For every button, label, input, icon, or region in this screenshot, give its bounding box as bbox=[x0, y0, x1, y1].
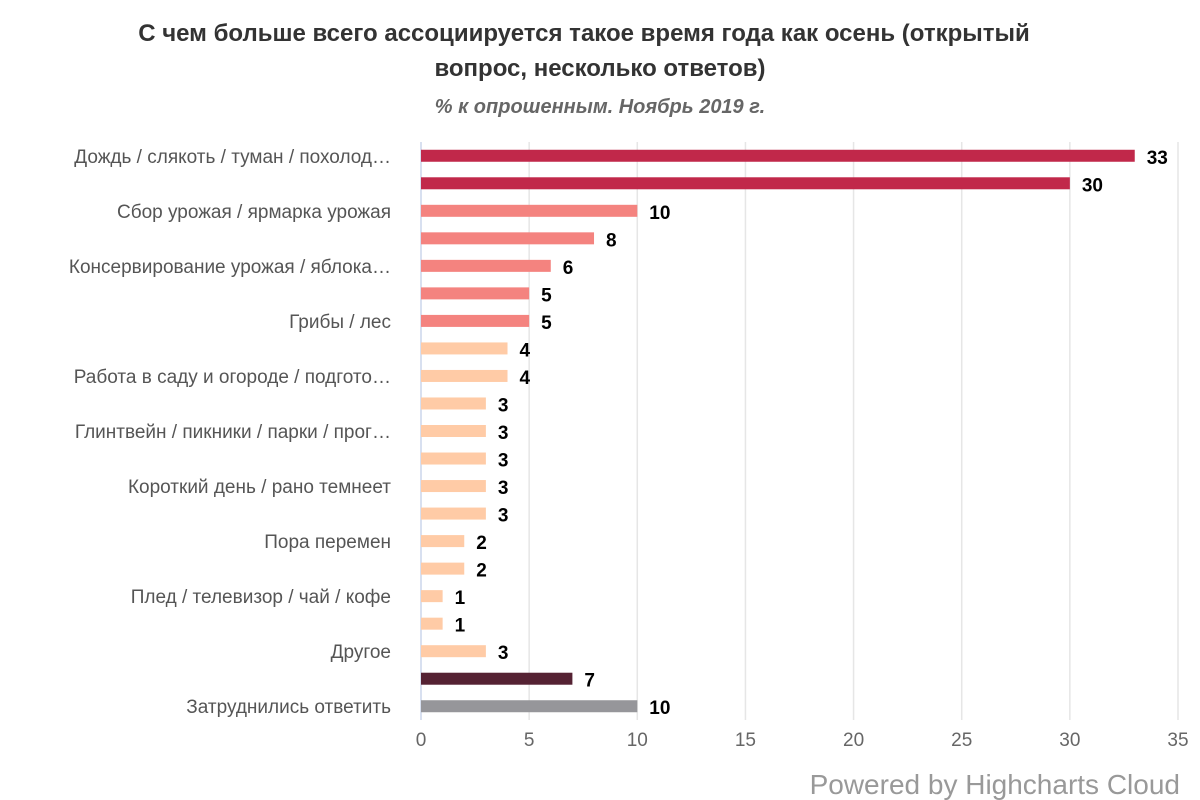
category-label: Сбор урожая / ярмарка урожая bbox=[117, 202, 391, 223]
category-label: Грибы / лес bbox=[289, 312, 391, 333]
data-label: 10 bbox=[649, 203, 670, 224]
x-tick-label: 15 bbox=[735, 730, 756, 751]
data-label: 5 bbox=[541, 313, 552, 334]
category-labels: Дождь / слякоть / туман / похолод… Сбор у… bbox=[69, 147, 391, 718]
bar[interactable] bbox=[421, 204, 638, 217]
data-label: 2 bbox=[476, 561, 487, 582]
data-label: 8 bbox=[606, 230, 617, 251]
x-tick-label: 0 bbox=[416, 730, 427, 751]
bar[interactable] bbox=[421, 590, 443, 603]
bar[interactable] bbox=[421, 314, 530, 327]
chart-title-line-1: С чем больше всего ассоциируется такое в… bbox=[138, 20, 1030, 47]
data-label: 4 bbox=[520, 368, 531, 389]
data-label: 3 bbox=[498, 478, 509, 499]
data-label: 1 bbox=[455, 616, 466, 637]
gridlines bbox=[420, 142, 1179, 720]
credits-link[interactable]: Powered by Highcharts Cloud bbox=[810, 769, 1180, 800]
bar[interactable] bbox=[421, 259, 551, 272]
category-label: Плед / телевизор / чай / кофе bbox=[131, 587, 391, 608]
category-label: Затруднились ответить bbox=[186, 697, 391, 718]
bar[interactable] bbox=[421, 672, 573, 685]
x-tick-label: 5 bbox=[524, 730, 535, 751]
x-tick-label: 30 bbox=[1059, 730, 1080, 751]
data-label: 3 bbox=[498, 643, 509, 664]
data-label: 10 bbox=[649, 698, 670, 719]
data-label: 30 bbox=[1082, 175, 1103, 196]
bar[interactable] bbox=[421, 425, 486, 437]
data-label: 7 bbox=[584, 671, 595, 692]
data-label: 3 bbox=[498, 451, 509, 472]
bar[interactable] bbox=[421, 617, 443, 630]
category-label: Пора перемен bbox=[264, 532, 391, 553]
bar[interactable] bbox=[421, 645, 486, 658]
bar[interactable] bbox=[421, 700, 638, 713]
category-label: Консервирование урожая / яблока… bbox=[69, 257, 391, 278]
bar[interactable] bbox=[421, 562, 465, 575]
bar[interactable] bbox=[421, 480, 486, 493]
data-label: 1 bbox=[455, 588, 466, 609]
bar[interactable] bbox=[421, 149, 1135, 162]
category-label: Работа в саду и огороде / подгото… bbox=[74, 367, 391, 388]
data-label: 3 bbox=[498, 506, 509, 527]
x-tick-label: 10 bbox=[627, 730, 648, 751]
data-label: 5 bbox=[541, 285, 552, 306]
chart-subtitle: % к опрошенным. Ноябрь 2019 г. bbox=[435, 96, 765, 118]
bar[interactable] bbox=[421, 287, 530, 300]
category-label: Другое bbox=[331, 642, 391, 663]
bar[interactable] bbox=[421, 535, 465, 548]
x-tick-label: 35 bbox=[1167, 730, 1188, 751]
data-label: 33 bbox=[1147, 148, 1168, 169]
bar[interactable] bbox=[421, 177, 1070, 190]
x-tick-label: 20 bbox=[843, 730, 864, 751]
chart-title-line-2: вопрос, несколько ответов) bbox=[434, 55, 765, 82]
data-label: 6 bbox=[563, 258, 574, 279]
data-label: 3 bbox=[498, 423, 509, 444]
bar[interactable] bbox=[421, 507, 486, 520]
data-label: 4 bbox=[520, 340, 531, 361]
category-label: Глинтвейн / пикники / парки / прог… bbox=[75, 422, 391, 443]
bar[interactable] bbox=[421, 397, 486, 410]
x-tick-label: 25 bbox=[951, 730, 972, 751]
category-label: Короткий день / рано темнеет bbox=[128, 477, 391, 498]
bar[interactable] bbox=[421, 369, 508, 382]
data-label: 3 bbox=[498, 395, 509, 416]
x-axis-ticks: 0 5 10 15 20 25 30 35 bbox=[416, 730, 1189, 751]
data-label: 2 bbox=[476, 533, 487, 554]
bar[interactable] bbox=[421, 232, 595, 245]
category-label: Дождь / слякоть / туман / похолод… bbox=[74, 147, 391, 168]
bar[interactable] bbox=[421, 452, 486, 465]
bar[interactable] bbox=[421, 342, 508, 355]
